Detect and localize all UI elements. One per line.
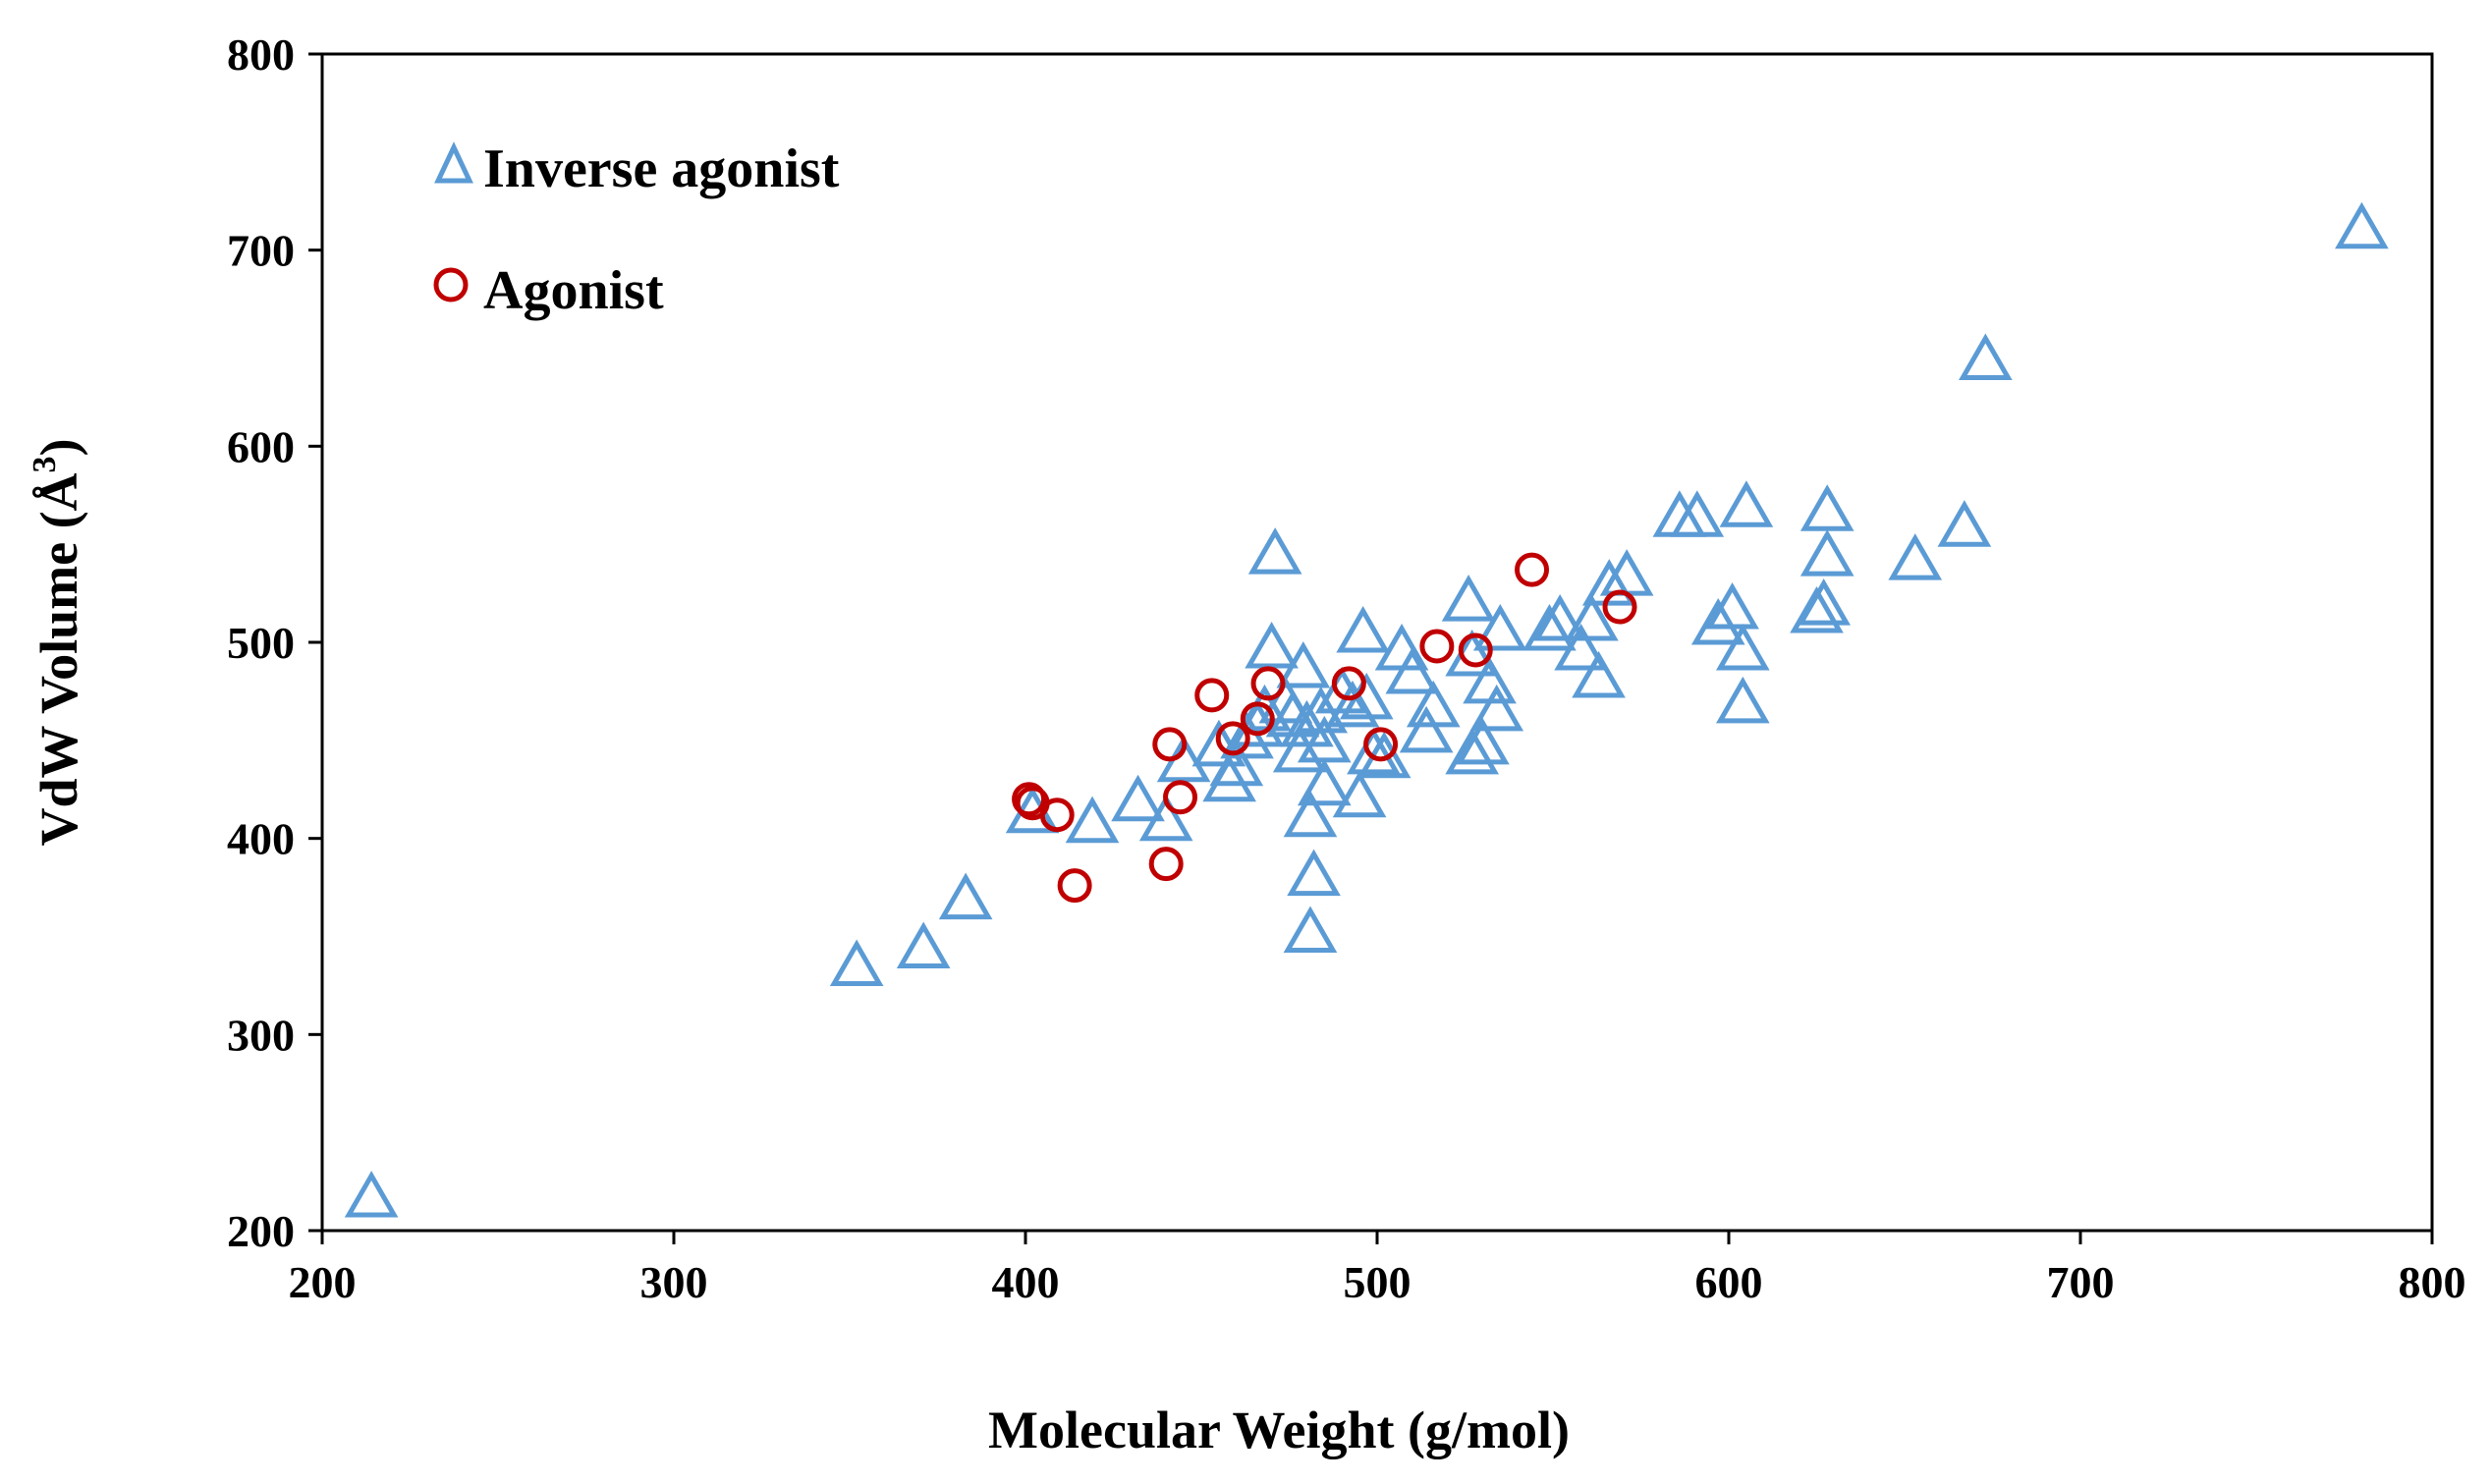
data-point-inverse-agonist [1276, 640, 1331, 688]
data-point-inverse-agonist [1715, 676, 1770, 724]
y-tick-label: 700 [227, 226, 295, 276]
data-point-inverse-agonist [1670, 490, 1725, 537]
data-point-inverse-agonist [1799, 484, 1854, 531]
data-point-inverse-agonist [1247, 527, 1302, 575]
data-point-agonist [1602, 589, 1637, 625]
x-tick-label: 300 [640, 1257, 708, 1307]
data-point-inverse-agonist [1572, 650, 1626, 698]
data-point-inverse-agonist [1325, 680, 1380, 728]
data-point-inverse-agonist [1522, 604, 1577, 651]
y-tick-label: 400 [227, 814, 295, 864]
data-point-inverse-agonist [1690, 598, 1745, 645]
data-point-inverse-agonist [1797, 578, 1851, 626]
x-axis-ticks: 200 300 400 500 600 700 800 [289, 1231, 2466, 1307]
data-point-inverse-agonist [1332, 770, 1387, 818]
data-point-inverse-agonist [1272, 725, 1327, 773]
data-point-inverse-agonist [1111, 774, 1165, 822]
data-point-agonist [1458, 632, 1493, 668]
data-point-agonist [1194, 678, 1230, 713]
y-tick-label: 500 [227, 618, 295, 668]
data-point-agonist [1363, 727, 1399, 762]
data-point-inverse-agonist [1065, 796, 1120, 844]
data-point-inverse-agonist [1265, 689, 1320, 738]
data-points [344, 201, 2389, 1218]
data-point-agonist [1163, 780, 1198, 815]
plot-area-frame [320, 52, 2434, 1233]
x-axis-title: Molecular Weight (g/mol) [988, 1401, 1570, 1459]
x-tick-label: 500 [1344, 1257, 1412, 1307]
data-point-inverse-agonist [1220, 711, 1274, 759]
data-point-inverse-agonist [1581, 559, 1636, 606]
data-point-inverse-agonist [1336, 606, 1391, 653]
data-point-agonist [1515, 552, 1550, 587]
data-point-agonist [1057, 868, 1092, 904]
data-point-agonist [1148, 847, 1184, 882]
data-point-inverse-agonist [1138, 794, 1193, 842]
data-point-inverse-agonist [829, 939, 884, 986]
data-point-inverse-agonist [1554, 623, 1608, 671]
data-point-inverse-agonist [1469, 684, 1524, 732]
data-point-agonist [1419, 629, 1455, 664]
data-point-inverse-agonist [1287, 849, 1341, 897]
data-point-agonist [1240, 701, 1275, 737]
data-point-inverse-agonist [1297, 758, 1352, 806]
y-tick-label: 300 [227, 1010, 295, 1060]
data-point-inverse-agonist [1441, 575, 1496, 622]
x-tick-label: 200 [289, 1257, 357, 1307]
data-point-inverse-agonist [1209, 739, 1264, 787]
data-point-inverse-agonist [1283, 790, 1338, 838]
data-point-inverse-agonist [1445, 727, 1499, 775]
legend-label-agonist: Agonist [483, 260, 664, 321]
data-point-inverse-agonist [1399, 705, 1454, 753]
data-point-agonist [1152, 727, 1188, 762]
data-point-inverse-agonist [1937, 500, 1992, 547]
data-point-inverse-agonist [1705, 582, 1759, 630]
x-tick-label: 800 [2399, 1257, 2466, 1307]
data-point-inverse-agonist [1347, 727, 1401, 775]
x-tick-label: 400 [992, 1257, 1060, 1307]
data-point-inverse-agonist [1719, 480, 1774, 527]
y-axis-ticks: 200 300 400 500 600 700 800 [227, 29, 322, 1256]
data-point-agonist [1215, 721, 1250, 756]
x-tick-label: 700 [2047, 1257, 2115, 1307]
y-tick-label: 200 [227, 1206, 295, 1256]
data-point-inverse-agonist [2335, 201, 2389, 249]
data-point-inverse-agonist [1238, 684, 1292, 732]
data-point-agonist [1039, 797, 1075, 833]
legend: Inverse agonist Agonist [433, 138, 840, 321]
x-tick-label: 600 [1695, 1257, 1763, 1307]
y-axis-title: VdW Volume (Å3) [27, 438, 88, 846]
data-point-agonist [1012, 782, 1047, 817]
legend-marker-circle [433, 267, 469, 302]
data-point-inverse-agonist [1888, 533, 1943, 580]
data-point-inverse-agonist [1456, 717, 1510, 765]
data-point-inverse-agonist [1959, 333, 2013, 380]
data-point-inverse-agonist [1599, 549, 1654, 596]
data-point-inverse-agonist [1472, 604, 1527, 651]
legend-marker-triangle [434, 141, 473, 184]
data-point-inverse-agonist [1715, 623, 1770, 671]
data-point-inverse-agonist [1385, 646, 1440, 694]
data-point-inverse-agonist [1283, 906, 1338, 954]
data-point-inverse-agonist [1245, 621, 1299, 669]
data-point-agonist [1331, 666, 1366, 701]
data-point-inverse-agonist [1532, 594, 1587, 641]
y-tick-label: 600 [227, 421, 295, 471]
data-point-inverse-agonist [938, 872, 993, 920]
legend-label-inverse-agonist: Inverse agonist [483, 138, 840, 199]
data-point-inverse-agonist [896, 921, 951, 968]
data-point-inverse-agonist [1565, 594, 1619, 641]
data-point-inverse-agonist [344, 1171, 399, 1218]
y-tick-label: 800 [227, 29, 295, 80]
data-point-inverse-agonist [1280, 699, 1334, 747]
data-point-agonist [1250, 666, 1286, 701]
data-point-inverse-agonist [1799, 529, 1854, 577]
data-point-inverse-agonist [1406, 680, 1461, 728]
